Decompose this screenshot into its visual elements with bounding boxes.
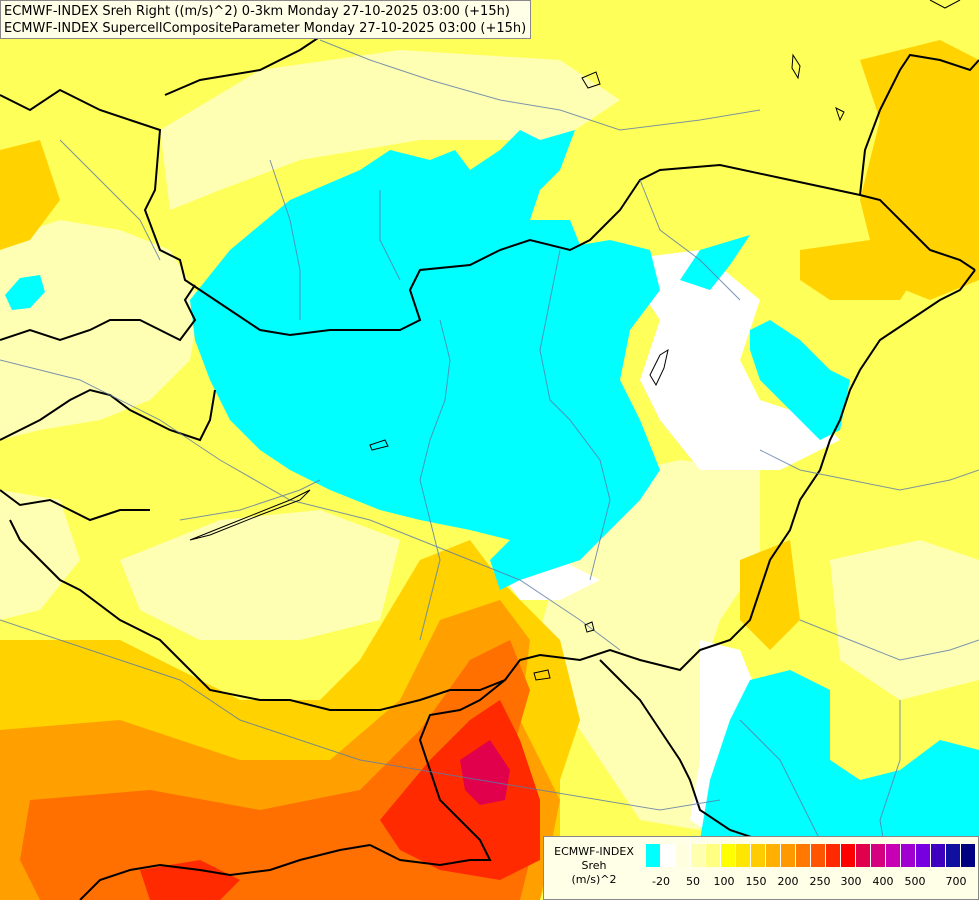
legend-swatch [736, 844, 751, 867]
legend-swatch [931, 844, 946, 867]
legend-tick-label: 150 [745, 875, 767, 888]
legend-swatch [811, 844, 826, 867]
sreh-negative-cyan-areas [5, 130, 979, 840]
lake-outlines [189, 0, 961, 681]
legend-tick-label: 700 [945, 875, 967, 888]
legend-swatch [826, 844, 841, 867]
title-line-sreh: ECMWF-INDEX Sreh Right ((m/s)^2) 0-3km M… [4, 4, 510, 19]
map-title-box: ECMWF-INDEX Sreh Right ((m/s)^2) 0-3km M… [0, 0, 532, 39]
legend-ticks: -20 50 100 150 200 250 300 400 500 700 [646, 875, 976, 891]
legend-tick-label: 500 [904, 875, 926, 888]
legend-tick-label: 250 [809, 875, 831, 888]
river-lines [0, 39, 979, 881]
sreh-crimson-core [460, 740, 510, 805]
legend-swatch [721, 844, 736, 867]
legend-swatch [646, 844, 661, 867]
legend-swatch [961, 844, 976, 867]
legend-title: ECMWF-INDEX Sreh (m/s)^2 [548, 845, 640, 887]
legend-swatch [871, 844, 886, 867]
legend-tick-label: -20 [652, 875, 670, 888]
legend-model: ECMWF-INDEX [554, 845, 634, 858]
legend-swatch [916, 844, 931, 867]
color-legend: ECMWF-INDEX Sreh (m/s)^2 -20 50 100 150 200 2… [543, 836, 979, 900]
legend-swatch [691, 844, 706, 867]
legend-tick-label: 100 [713, 875, 735, 888]
sreh-red-areas [140, 700, 540, 900]
legend-swatch [676, 844, 691, 867]
legend-swatch [751, 844, 766, 867]
legend-swatch [946, 844, 961, 867]
legend-swatch [661, 844, 676, 867]
legend-swatch [841, 844, 856, 867]
legend-swatches [646, 844, 976, 867]
legend-swatch [706, 844, 721, 867]
legend-swatch [766, 844, 781, 867]
legend-tick-label: 50 [686, 875, 700, 888]
legend-unit: (m/s)^2 [571, 873, 617, 886]
legend-tick-label: 200 [777, 875, 799, 888]
legend-swatch [886, 844, 901, 867]
legend-tick-label: 300 [840, 875, 862, 888]
legend-tick-label: 400 [872, 875, 894, 888]
legend-swatch [781, 844, 796, 867]
legend-swatch [856, 844, 871, 867]
title-line-scp: ECMWF-INDEX SupercellCompositeParameter … [4, 21, 527, 36]
legend-parameter: Sreh [581, 859, 607, 872]
legend-swatch [796, 844, 811, 867]
legend-swatch [901, 844, 916, 867]
